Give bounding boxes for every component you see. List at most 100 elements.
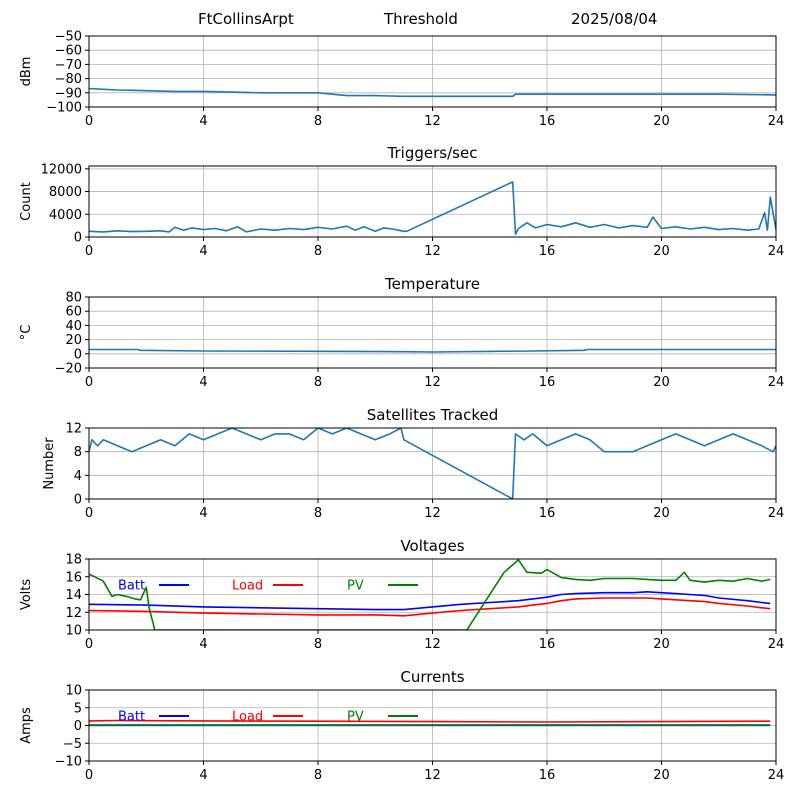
series-group xyxy=(89,559,771,630)
x-tick-label: 20 xyxy=(653,506,670,521)
y-tick-label: 12000 xyxy=(41,162,82,177)
y-tick-label: 60 xyxy=(65,305,82,320)
chart-triggers: 0 4 8 12 16 20 24 0 4000 8000 12000 Triggers/sec Cou… xyxy=(19,144,784,259)
y-tick-label: 4000 xyxy=(49,208,82,223)
x-tick-label: 12 xyxy=(424,375,441,390)
y-tick-label: −90 xyxy=(55,86,82,101)
y-tick-label: −80 xyxy=(55,72,82,87)
x-tick-label: 0 xyxy=(85,637,93,652)
chart-title: Satellites Tracked xyxy=(367,406,498,424)
x-tick-label: 4 xyxy=(199,244,207,259)
x-tick-label: 20 xyxy=(653,244,670,259)
x-tick-label: 16 xyxy=(539,114,556,129)
series-line-load xyxy=(89,719,771,723)
station-name: FtCollinsArpt xyxy=(198,10,294,28)
x-tick-label: 20 xyxy=(653,637,670,652)
series-group xyxy=(89,348,776,353)
x-tick-label: 24 xyxy=(768,506,785,521)
y-tick-label: 8 xyxy=(74,445,82,460)
series-group xyxy=(89,181,776,235)
x-tick-label: 4 xyxy=(199,637,207,652)
chart-title: Triggers/sec xyxy=(387,144,478,162)
y-tick-label: 4 xyxy=(74,469,82,484)
y-tick-label: 0 xyxy=(74,347,82,362)
x-tick-label: 16 xyxy=(539,506,556,521)
y-tick-label: −50 xyxy=(55,30,82,45)
y-tick-label: 0 xyxy=(74,719,82,734)
chart-title: Currents xyxy=(400,668,464,686)
chart-title: Voltages xyxy=(400,537,464,555)
x-tick-label: 24 xyxy=(768,768,785,783)
y-tick-label: 18 xyxy=(65,553,82,568)
x-tick-label: 0 xyxy=(85,114,93,129)
series-line-batt xyxy=(89,590,771,611)
x-tick-label: 12 xyxy=(424,506,441,521)
y-tick-label: 40 xyxy=(65,319,82,334)
y-tick-label: 10 xyxy=(65,684,82,699)
x-tick-label: 20 xyxy=(653,375,670,390)
x-tick-label: 8 xyxy=(314,114,322,129)
x-tick-label: 16 xyxy=(539,244,556,259)
x-tick-label: 8 xyxy=(314,637,322,652)
x-tick-label: 16 xyxy=(539,637,556,652)
y-axis-label: Number xyxy=(42,437,57,490)
x-tick-label: 0 xyxy=(85,244,93,259)
series-group xyxy=(89,719,771,727)
x-tick-label: 20 xyxy=(653,768,670,783)
y-tick-label: −5 xyxy=(63,737,82,752)
x-tick-label: 24 xyxy=(768,114,785,129)
series-line-main xyxy=(89,428,776,499)
x-tick-label: 16 xyxy=(539,768,556,783)
x-tick-label: 8 xyxy=(314,768,322,783)
series-group xyxy=(89,428,776,499)
y-tick-label: −10 xyxy=(55,755,82,770)
x-tick-label: 12 xyxy=(424,637,441,652)
legend-label: PV xyxy=(347,710,364,725)
series-line-main xyxy=(89,181,776,235)
x-tick-label: 4 xyxy=(199,375,207,390)
y-tick-label: 5 xyxy=(74,701,82,716)
legend-label: Batt xyxy=(118,579,145,594)
x-tick-label: 24 xyxy=(768,244,785,259)
y-axis-label: Amps xyxy=(19,707,34,744)
chart-satellites: 0 4 8 12 16 20 24 0 4 8 12 Satellites Tracked Number xyxy=(42,406,784,521)
y-tick-label: 12 xyxy=(65,606,82,621)
legend-label: Load xyxy=(232,579,263,594)
y-tick-label: 8000 xyxy=(49,185,82,200)
x-tick-label: 8 xyxy=(314,506,322,521)
y-tick-label: 0 xyxy=(74,493,82,508)
x-tick-label: 12 xyxy=(424,114,441,129)
chart-voltages: 0 4 8 12 16 20 24 10 12 14 16 18 Voltages Volts Batt Lo… xyxy=(19,537,784,652)
y-tick-label: 80 xyxy=(65,291,82,306)
y-axis-label: °C xyxy=(19,325,34,341)
x-tick-label: 8 xyxy=(314,244,322,259)
y-axis-label: Count xyxy=(19,182,34,221)
y-axis-label: dBm xyxy=(19,57,34,87)
series-line-main xyxy=(89,348,776,353)
chart-currents: 0 4 8 12 16 20 24 −10 −5 0 5 10 Currents Amps Batt Load… xyxy=(19,668,784,783)
x-tick-label: 4 xyxy=(199,506,207,521)
legend-label: Batt xyxy=(118,710,145,725)
x-tick-label: 24 xyxy=(768,637,785,652)
legend-label: PV xyxy=(347,579,364,594)
x-tick-label: 12 xyxy=(424,244,441,259)
x-tick-label: 24 xyxy=(768,375,785,390)
y-tick-label: −60 xyxy=(55,44,82,59)
y-tick-label: 14 xyxy=(65,588,82,603)
series-line-main xyxy=(89,87,776,98)
y-tick-label: 20 xyxy=(65,333,82,348)
y-tick-label: 12 xyxy=(65,422,82,437)
y-tick-label: 16 xyxy=(65,570,82,585)
series-line-load xyxy=(89,597,771,617)
series-line-pv xyxy=(89,559,771,630)
series-group xyxy=(89,87,776,98)
y-tick-label: 10 xyxy=(65,624,82,639)
x-tick-label: 20 xyxy=(653,114,670,129)
x-tick-label: 0 xyxy=(85,768,93,783)
y-tick-label: −20 xyxy=(55,362,82,377)
x-tick-label: 4 xyxy=(199,768,207,783)
chart-title: Temperature xyxy=(384,275,480,293)
